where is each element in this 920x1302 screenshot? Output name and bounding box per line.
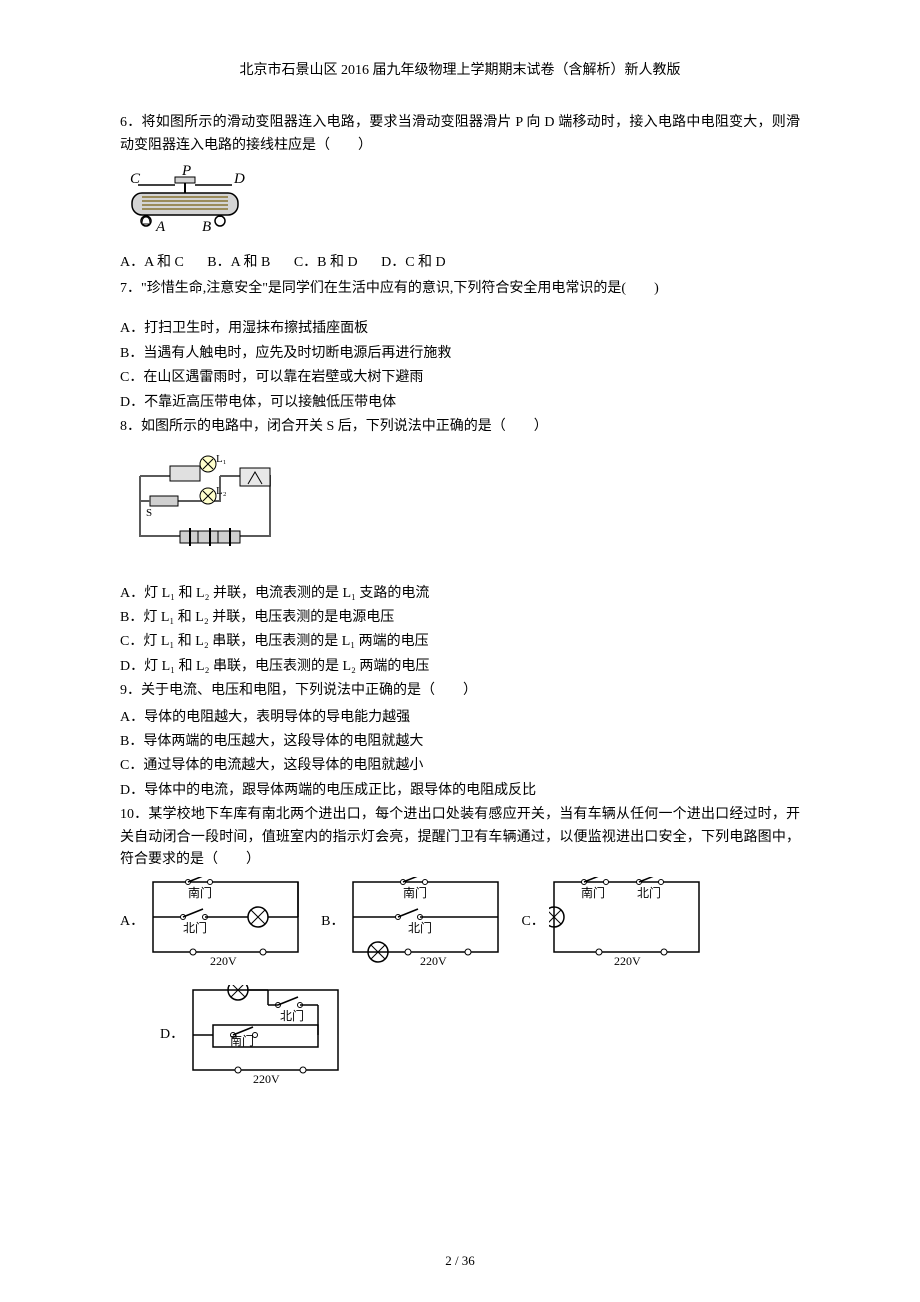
svg-text:北门: 北门 — [280, 1008, 304, 1023]
q9-opt-c[interactable]: C．通过导体的电流越大，这段导体的电阻就越小 — [120, 755, 800, 777]
svg-text:南门: 南门 — [403, 885, 427, 900]
q10-opt-c[interactable]: C． — [521, 911, 544, 933]
svg-text:220V: 220V — [253, 1072, 280, 1085]
label-l2: L₂ — [216, 485, 227, 497]
label-b: B — [202, 219, 211, 235]
label-a: A — [155, 219, 166, 235]
q6-opt-b[interactable]: B．A 和 B — [207, 252, 270, 274]
q6-figure: C P D A B — [120, 165, 800, 243]
svg-text:北门: 北门 — [408, 920, 432, 935]
q8-opt-d[interactable]: D．灯 L₁ 和 L₂ 串联，电压表测的是 L₂ 两端的电压 — [120, 656, 800, 678]
label-d: D — [233, 171, 245, 187]
q7-opt-b[interactable]: B．当遇有人触电时，应先及时切断电源后再进行施救 — [120, 343, 800, 365]
q10-opt-d[interactable]: D． — [160, 1024, 184, 1046]
q9-opt-d[interactable]: D．导体中的电流，跟导体两端的电压成正比，跟导体的电阻成反比 — [120, 780, 800, 802]
q7-opt-a[interactable]: A．打扫卫生时，用湿抹布擦拭插座面板 — [120, 318, 800, 340]
q9-text: 9．关于电流、电压和电阻，下列说法中正确的是（ ） — [120, 680, 800, 702]
q10-circuits: A． 南门 北门 — [120, 877, 800, 1085]
q8-opt-c[interactable]: C．灯 L₁ 和 L₂ 串联，电压表测的是 L₁ 两端的电压 — [120, 631, 800, 653]
q10-opt-a[interactable]: A． — [120, 911, 144, 933]
q6-options: A．A 和 C B．A 和 B C．B 和 D D．C 和 D — [120, 252, 800, 274]
svg-text:北门: 北门 — [183, 920, 207, 935]
q7-text: 7．"珍惜生命,注意安全"是同学们在生活中应有的意识,下列符合安全用电常识的是(… — [120, 278, 800, 300]
q8-opt-b[interactable]: B．灯 L₁ 和 L₂ 并联，电压表测的是电源电压 — [120, 607, 800, 629]
svg-text:南门: 南门 — [230, 1033, 254, 1048]
q9-opt-a[interactable]: A．导体的电阻越大，表明导体的导电能力越强 — [120, 707, 800, 729]
q6-opt-d[interactable]: D．C 和 D — [381, 252, 446, 274]
q8-figure: S L₁ L₂ — [120, 446, 800, 574]
svg-text:南门: 南门 — [188, 885, 212, 900]
page-footer: 2 / 36 — [0, 1251, 920, 1272]
label-l1: L₁ — [216, 453, 227, 465]
svg-text:220V: 220V — [614, 954, 641, 967]
q6-opt-c[interactable]: C．B 和 D — [294, 252, 358, 274]
svg-text:220V: 220V — [210, 954, 237, 967]
q8-text: 8．如图所示的电路中，闭合开关 S 后，下列说法中正确的是（ ） — [120, 416, 800, 438]
q9-opt-b[interactable]: B．导体两端的电压越大，这段导体的电阻就越大 — [120, 731, 800, 753]
q10-text: 10．某学校地下车库有南北两个进出口，每个进出口处装有感应开关，当有车辆从任何一… — [120, 804, 800, 871]
svg-text:南门: 南门 — [581, 885, 605, 900]
q6-text: 6．将如图所示的滑动变阻器连入电路，要求当滑动变阻器滑片 P 向 D 端移动时，… — [120, 112, 800, 157]
svg-text:220V: 220V — [420, 954, 447, 967]
q7-opt-c[interactable]: C．在山区遇雷雨时，可以靠在岩壁或大树下避雨 — [120, 367, 800, 389]
q8-opt-a[interactable]: A．灯 L₁ 和 L₂ 并联，电流表测的是 L₁ 支路的电流 — [120, 583, 800, 605]
q7-opt-d[interactable]: D．不靠近高压带电体，可以接触低压带电体 — [120, 392, 800, 414]
page-header: 北京市石景山区 2016 届九年级物理上学期期末试卷（含解析）新人教版 — [120, 60, 800, 82]
q6-opt-a[interactable]: A．A 和 C — [120, 252, 184, 274]
q10-opt-b[interactable]: B． — [321, 911, 344, 933]
svg-text:北门: 北门 — [637, 885, 661, 900]
label-s: S — [146, 507, 152, 519]
